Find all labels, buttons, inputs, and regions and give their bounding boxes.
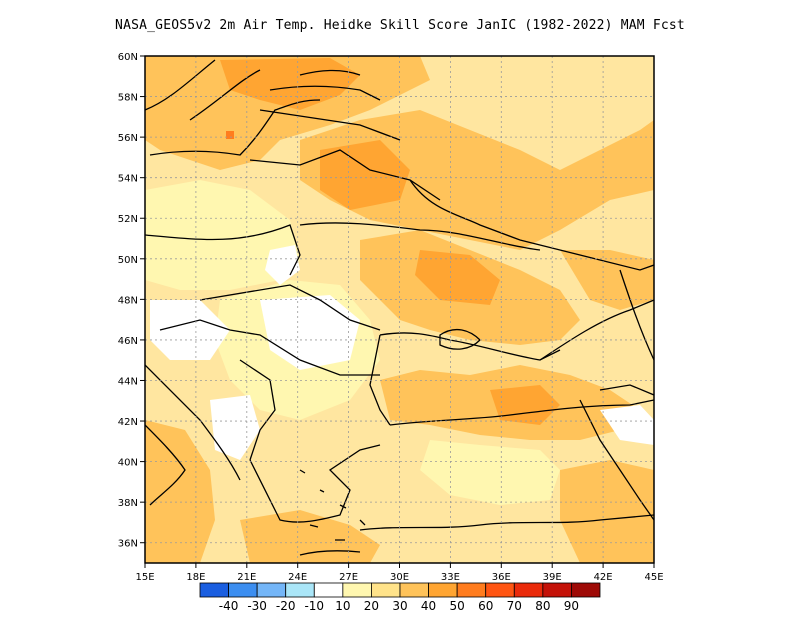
colorbar-label: 70	[507, 599, 522, 613]
lat-tick-label: 48N	[118, 295, 138, 306]
colorbar-swatch	[342, 582, 372, 598]
map-fill-ukraine-hotspot	[415, 250, 500, 305]
longitude-labels: 15E 18E 21E 24E 27E 30E 33E 36E 39E 42E 45E	[135, 572, 663, 583]
colorbar-label: -30	[247, 599, 267, 613]
map-fill-belarus-russia	[300, 110, 654, 250]
baltic-coast	[149, 99, 321, 156]
chart-title: NASA_GEOS5v2 2m Air Temp. Heidke Skill S…	[115, 18, 685, 33]
estonia-latvia-border	[259, 109, 401, 141]
map-fill-white-belarus-gap	[265, 245, 300, 285]
lon-tick-label: 42E	[594, 572, 613, 583]
colorbar-label: 30	[392, 599, 407, 613]
lon-tick-label: 18E	[186, 572, 205, 583]
map-fill-white-dinaric	[210, 395, 260, 460]
lat-tick-label: 50N	[118, 255, 138, 266]
lon-tick-label: 45E	[644, 572, 663, 583]
lon-tick-label: 36E	[492, 572, 511, 583]
colorbar-swatch	[513, 582, 544, 598]
colorbar-label: -20	[276, 599, 296, 613]
lon-tick-label: 30E	[390, 572, 409, 583]
colorbar-label: 60	[478, 599, 493, 613]
colorbar-swatch	[199, 582, 229, 598]
map-fill-scandinavia-baltic	[145, 56, 430, 170]
turkey-south-coast	[359, 514, 654, 531]
map-fill-poland	[145, 180, 300, 290]
ukraine-russia-border	[409, 179, 654, 271]
italy-heel	[145, 424, 186, 506]
colorbar	[199, 582, 601, 598]
colorbar-swatch	[456, 582, 487, 598]
colorbar-swatch	[313, 582, 344, 598]
colorbar-label: 20	[364, 599, 379, 613]
black-sea-west-coast	[369, 334, 391, 426]
map-plot-area	[145, 56, 654, 563]
poland-border	[145, 224, 301, 276]
colorbar-swatch	[228, 582, 258, 598]
georgia-armenia-border	[599, 384, 654, 396]
black-sea-south-coast	[389, 399, 654, 426]
axis-ticks	[140, 55, 655, 568]
colorbar-label: 80	[535, 599, 550, 613]
map-fill-anatolia-interior	[420, 440, 560, 505]
lat-tick-label: 58N	[118, 93, 138, 104]
caspian-coast	[619, 269, 654, 361]
lat-tick-label: 38N	[118, 498, 138, 509]
crete	[299, 550, 361, 556]
colorbar-label: 90	[564, 599, 579, 613]
danube-border	[159, 319, 380, 376]
lon-tick-label: 33E	[441, 572, 460, 583]
lon-tick-label: 24E	[288, 572, 307, 583]
lat-tick-label: 54N	[118, 174, 138, 185]
colorbar-swatch	[399, 582, 429, 598]
gulf-of-finland	[269, 85, 381, 101]
latitude-labels: 36N 38N 40N 42N 44N 46N 48N 50N 52N 54N 56N 58N 60N	[118, 52, 138, 550]
lat-tick-label: 42N	[118, 417, 138, 428]
colorbar-label: 50	[450, 599, 465, 613]
colorbar-label: -10	[304, 599, 324, 613]
lithuania-belarus-border	[249, 149, 441, 201]
belarus-ukraine-border	[299, 222, 541, 251]
turkey-east-border	[579, 399, 654, 521]
lat-tick-label: 46N	[118, 336, 138, 347]
lon-tick-label: 27E	[339, 572, 358, 583]
colorbar-swatch	[371, 582, 401, 598]
carpathian-border	[199, 284, 381, 331]
lat-tick-label: 44N	[118, 376, 138, 387]
colorbar-label: 40	[421, 599, 436, 613]
map-fill-adriatic-west	[145, 420, 215, 563]
map-fill-small-red-spot	[226, 131, 234, 139]
map-fill-crete-region	[240, 510, 380, 563]
lat-tick-label: 40N	[118, 458, 138, 469]
map-fill-east-anatolia	[560, 460, 654, 563]
colorbar-swatch	[571, 582, 601, 598]
colorbar-swatch	[285, 582, 315, 598]
colorbar-label: -40	[219, 599, 239, 613]
colorbar-swatch	[485, 582, 515, 598]
colorbar-swatch	[256, 582, 287, 598]
map-fill-russia-hotspot	[320, 140, 410, 210]
scandinavia-coast	[145, 59, 361, 121]
crimea	[439, 328, 481, 350]
lat-tick-label: 56N	[118, 133, 138, 144]
aegean-islands	[299, 469, 366, 541]
lat-tick-label: 52N	[118, 214, 138, 225]
colorbar-swatch	[428, 582, 458, 598]
balkans-interior	[239, 359, 276, 461]
map-fill-caucasus	[560, 250, 654, 310]
colorbar-labels: -40 -30 -20 -10 10 20 30 40 50 60 70 80 90	[219, 599, 579, 613]
lon-tick-label: 15E	[135, 572, 154, 583]
lon-tick-label: 21E	[237, 572, 256, 583]
colorbar-label: 10	[335, 599, 350, 613]
greece-coast	[249, 444, 381, 523]
colorbar-swatch	[542, 582, 572, 598]
adriatic-coast	[145, 364, 241, 481]
lon-tick-label: 39E	[543, 572, 562, 583]
caucasus-border	[539, 299, 654, 361]
lat-tick-label: 36N	[118, 539, 138, 550]
map-fill-white-black-sea-south	[600, 405, 654, 445]
lat-tick-label: 60N	[118, 52, 138, 63]
map-fill-white-central-europe	[150, 300, 230, 360]
